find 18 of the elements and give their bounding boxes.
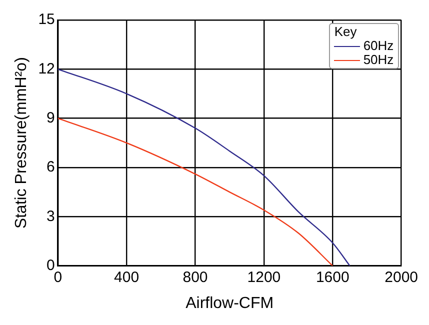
x-axis-title: Airflow-CFM <box>186 294 274 312</box>
line-series <box>58 118 334 266</box>
x-tick-label: 1200 <box>247 268 281 286</box>
line-series <box>58 68 350 266</box>
y-tick-label: 15 <box>38 11 55 28</box>
y-axis-title: Static Pressure(mmH²o) <box>13 57 30 229</box>
y-tick-label: 3 <box>46 208 55 225</box>
legend-label: 50Hz <box>363 52 394 67</box>
x-tick-label: 800 <box>182 268 208 286</box>
y-tick-label: 0 <box>46 256 55 274</box>
x-tick-label: 400 <box>114 268 140 286</box>
y-tick-label: 12 <box>38 60 55 78</box>
legend-title: Key <box>334 24 358 39</box>
x-tick-label: 2000 <box>384 268 418 286</box>
legend-label: 60Hz <box>363 38 394 53</box>
y-tick-label: 9 <box>46 109 55 126</box>
y-tick-label: 6 <box>46 158 55 176</box>
x-tick-label: 1600 <box>316 268 350 286</box>
